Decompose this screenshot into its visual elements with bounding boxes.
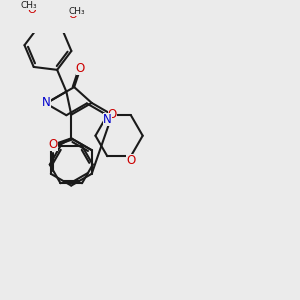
Text: O: O [49, 138, 58, 151]
Text: O: O [126, 154, 136, 167]
Text: CH₃: CH₃ [21, 1, 37, 10]
Text: CH₃: CH₃ [69, 7, 85, 16]
Text: O: O [107, 108, 117, 121]
Text: N: N [103, 113, 112, 127]
Text: O: O [76, 62, 85, 75]
Text: N: N [42, 96, 51, 109]
Text: O: O [28, 5, 36, 15]
Text: O: O [68, 10, 77, 20]
